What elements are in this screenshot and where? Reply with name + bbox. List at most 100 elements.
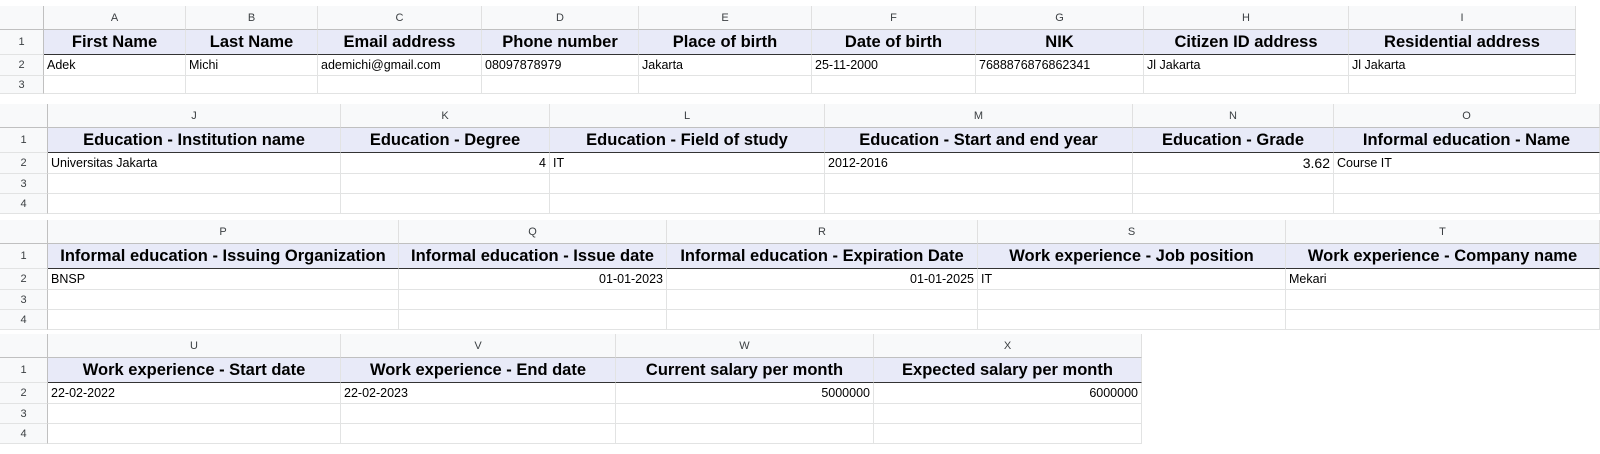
row-header-4[interactable]: 4 — [0, 424, 48, 444]
empty-cell[interactable] — [1144, 76, 1349, 94]
header-cell[interactable]: Informal education - Issue date — [399, 244, 667, 269]
header-cell[interactable]: Residential address — [1349, 30, 1576, 55]
column-header-m[interactable]: M — [825, 104, 1133, 128]
data-cell[interactable]: 22-02-2022 — [48, 383, 341, 404]
header-cell[interactable]: Informal education - Name — [1334, 128, 1600, 153]
header-cell[interactable]: Citizen ID address — [1144, 30, 1349, 55]
column-header-x[interactable]: X — [874, 334, 1142, 358]
empty-cell[interactable] — [318, 76, 482, 94]
select-all-corner[interactable] — [0, 104, 48, 128]
header-cell[interactable]: Expected salary per month — [874, 358, 1142, 383]
row-header-2[interactable]: 2 — [0, 269, 48, 290]
empty-cell[interactable] — [1133, 194, 1334, 214]
empty-cell[interactable] — [1286, 290, 1600, 310]
header-cell[interactable]: Education - Degree — [341, 128, 550, 153]
empty-cell[interactable] — [616, 424, 874, 444]
column-header-b[interactable]: B — [186, 6, 318, 30]
data-cell[interactable]: Jl Jakarta — [1144, 55, 1349, 76]
column-header-p[interactable]: P — [48, 220, 399, 244]
data-cell[interactable]: 22-02-2023 — [341, 383, 616, 404]
data-cell[interactable]: Mekari — [1286, 269, 1600, 290]
header-cell[interactable]: Informal education - Issuing Organizatio… — [48, 244, 399, 269]
header-cell[interactable]: First Name — [44, 30, 186, 55]
column-header-n[interactable]: N — [1133, 104, 1334, 128]
column-header-q[interactable]: Q — [399, 220, 667, 244]
header-cell[interactable]: Education - Start and end year — [825, 128, 1133, 153]
select-all-corner[interactable] — [0, 6, 44, 30]
column-header-h[interactable]: H — [1144, 6, 1349, 30]
column-header-a[interactable]: A — [44, 6, 186, 30]
header-cell[interactable]: Last Name — [186, 30, 318, 55]
row-header-4[interactable]: 4 — [0, 310, 48, 330]
header-cell[interactable]: Place of birth — [639, 30, 812, 55]
empty-cell[interactable] — [44, 76, 186, 94]
data-cell[interactable]: Michi — [186, 55, 318, 76]
row-header-3[interactable]: 3 — [0, 290, 48, 310]
select-all-corner[interactable] — [0, 334, 48, 358]
header-cell[interactable]: Email address — [318, 30, 482, 55]
data-cell[interactable]: 2012-2016 — [825, 153, 1133, 174]
data-cell[interactable]: Jakarta — [639, 55, 812, 76]
empty-cell[interactable] — [48, 404, 341, 424]
row-header-4[interactable]: 4 — [0, 194, 48, 214]
empty-cell[interactable] — [48, 310, 399, 330]
column-header-v[interactable]: V — [341, 334, 616, 358]
data-cell[interactable]: ademichi@gmail.com — [318, 55, 482, 76]
empty-cell[interactable] — [1334, 174, 1600, 194]
empty-cell[interactable] — [667, 290, 978, 310]
empty-cell[interactable] — [978, 310, 1286, 330]
empty-cell[interactable] — [874, 424, 1142, 444]
data-cell[interactable]: BNSP — [48, 269, 399, 290]
empty-cell[interactable] — [550, 194, 825, 214]
column-header-i[interactable]: I — [1349, 6, 1576, 30]
data-cell[interactable]: 01-01-2023 — [399, 269, 667, 290]
header-cell[interactable]: Education - Field of study — [550, 128, 825, 153]
empty-cell[interactable] — [48, 424, 341, 444]
empty-cell[interactable] — [1334, 194, 1600, 214]
empty-cell[interactable] — [1133, 174, 1334, 194]
empty-cell[interactable] — [616, 404, 874, 424]
header-cell[interactable]: Work experience - Start date — [48, 358, 341, 383]
empty-cell[interactable] — [48, 174, 341, 194]
row-header-1[interactable]: 1 — [0, 128, 48, 153]
column-header-t[interactable]: T — [1286, 220, 1600, 244]
empty-cell[interactable] — [48, 290, 399, 310]
data-cell[interactable]: Jl Jakarta — [1349, 55, 1576, 76]
header-cell[interactable]: Date of birth — [812, 30, 976, 55]
empty-cell[interactable] — [812, 76, 976, 94]
empty-cell[interactable] — [186, 76, 318, 94]
column-header-d[interactable]: D — [482, 6, 639, 30]
empty-cell[interactable] — [341, 424, 616, 444]
data-cell[interactable]: Adek — [44, 55, 186, 76]
column-header-s[interactable]: S — [978, 220, 1286, 244]
data-cell[interactable]: 7688876876862341 — [976, 55, 1144, 76]
row-header-2[interactable]: 2 — [0, 383, 48, 404]
column-header-g[interactable]: G — [976, 6, 1144, 30]
empty-cell[interactable] — [399, 310, 667, 330]
row-header-1[interactable]: 1 — [0, 244, 48, 269]
empty-cell[interactable] — [341, 194, 550, 214]
column-header-k[interactable]: K — [341, 104, 550, 128]
header-cell[interactable]: Education - Grade — [1133, 128, 1334, 153]
empty-cell[interactable] — [341, 404, 616, 424]
header-cell[interactable]: Work experience - Company name — [1286, 244, 1600, 269]
data-cell[interactable]: IT — [978, 269, 1286, 290]
data-cell[interactable]: Course IT — [1334, 153, 1600, 174]
header-cell[interactable]: Work experience - End date — [341, 358, 616, 383]
row-header-3[interactable]: 3 — [0, 404, 48, 424]
header-cell[interactable]: Work experience - Job position — [978, 244, 1286, 269]
data-cell[interactable]: IT — [550, 153, 825, 174]
empty-cell[interactable] — [825, 194, 1133, 214]
empty-cell[interactable] — [399, 290, 667, 310]
column-header-c[interactable]: C — [318, 6, 482, 30]
header-cell[interactable]: Informal education - Expiration Date — [667, 244, 978, 269]
select-all-corner[interactable] — [0, 220, 48, 244]
empty-cell[interactable] — [1349, 76, 1576, 94]
empty-cell[interactable] — [978, 290, 1286, 310]
row-header-2[interactable]: 2 — [0, 153, 48, 174]
empty-cell[interactable] — [874, 404, 1142, 424]
column-header-o[interactable]: O — [1334, 104, 1600, 128]
data-cell[interactable]: 6000000 — [874, 383, 1142, 404]
row-header-3[interactable]: 3 — [0, 76, 44, 94]
data-cell[interactable]: 01-01-2025 — [667, 269, 978, 290]
